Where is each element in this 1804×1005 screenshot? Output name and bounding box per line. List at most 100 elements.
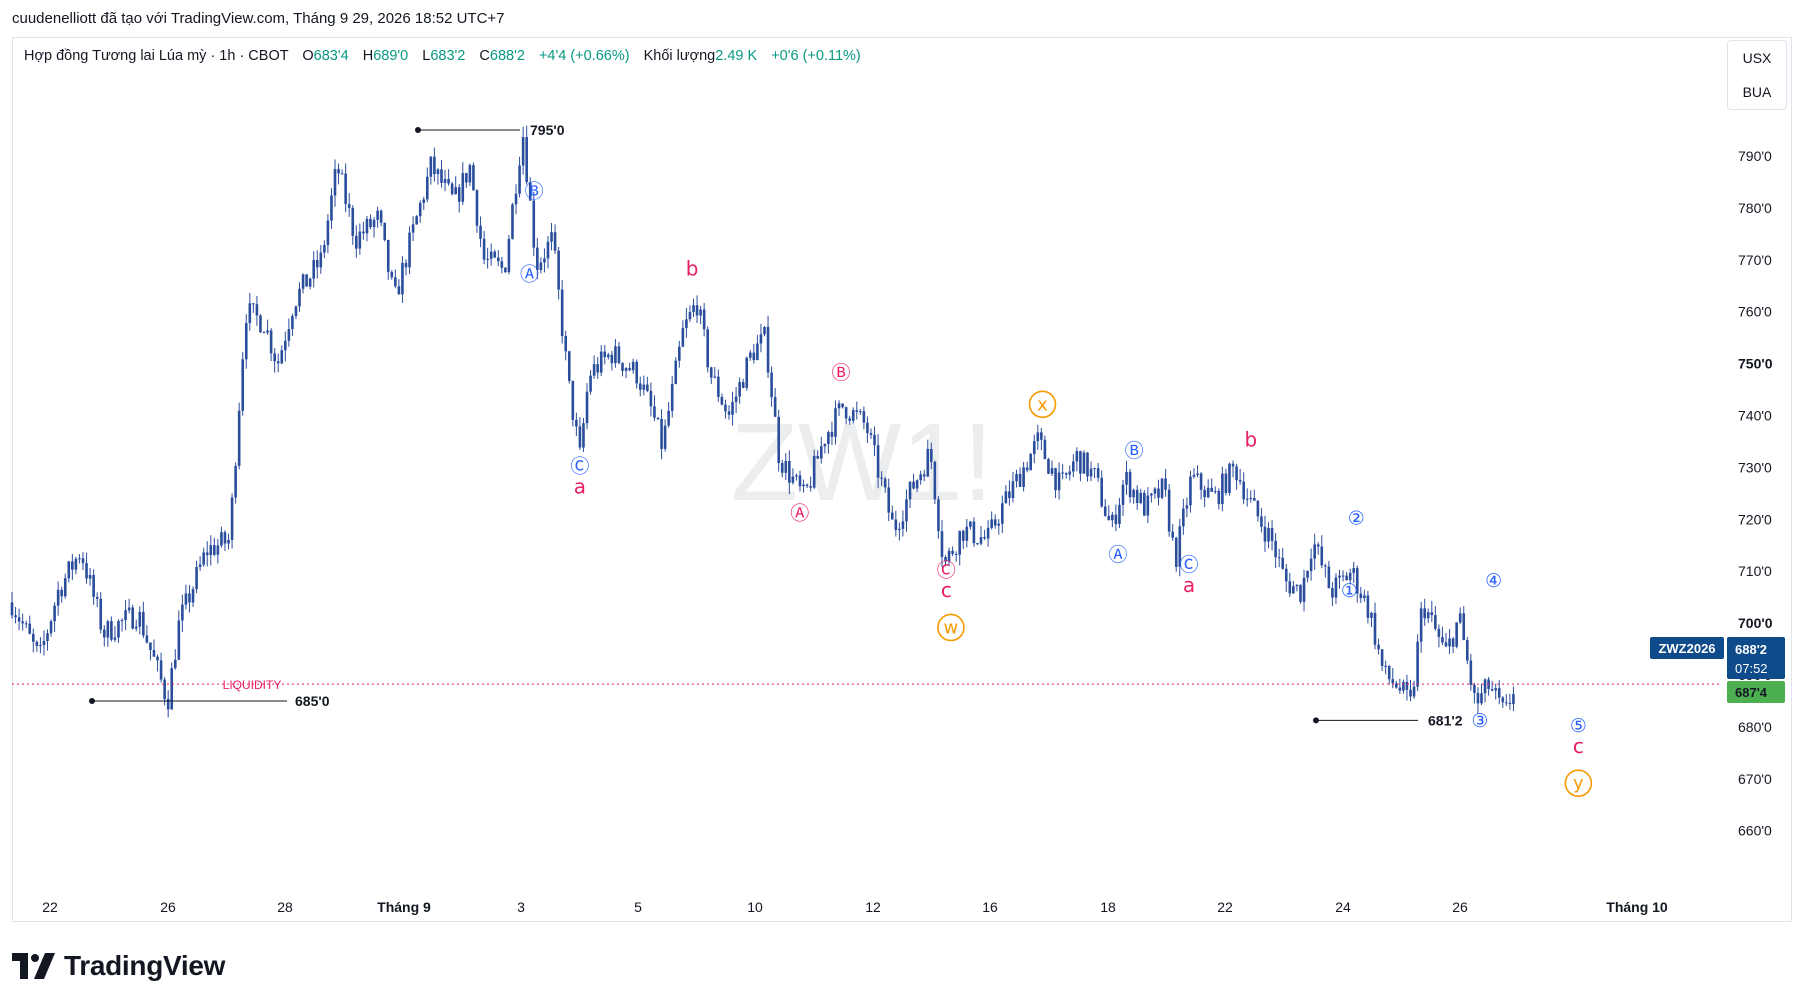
open-label: O (302, 48, 314, 64)
candle-body (67, 561, 71, 579)
chart-frame (12, 37, 1792, 922)
candle-body (1469, 660, 1473, 685)
candle-body (63, 578, 67, 597)
candle-body (603, 351, 607, 358)
y-tick-label: 770'0 (1738, 252, 1772, 268)
candle-body (134, 626, 138, 629)
candle-body (88, 575, 92, 579)
candle-body (1206, 487, 1210, 498)
candle-body (1132, 489, 1135, 498)
currency-unit-button[interactable]: USX (1742, 50, 1772, 66)
candle-body (386, 239, 390, 272)
candle-body (1299, 584, 1302, 602)
candle-body (1405, 681, 1409, 690)
candle-body (411, 224, 415, 233)
candle-body (394, 277, 397, 287)
snapshot-note: cuudenelliott đã tạo với TradingView.com… (12, 10, 505, 27)
candle-body (120, 619, 124, 622)
candle-body (546, 241, 550, 259)
wave-label: a (1183, 573, 1195, 597)
candle-body (1079, 451, 1082, 474)
wave-label: Ⓑ (831, 362, 850, 384)
candle-body (472, 165, 475, 191)
candle-body (802, 484, 805, 487)
candle-body (656, 417, 660, 420)
candle-body (745, 357, 749, 388)
candle-body (841, 403, 844, 408)
candle-body (493, 251, 497, 258)
candle-body (1430, 612, 1434, 616)
candle-body (972, 521, 976, 544)
candle-body (390, 271, 394, 278)
candle-body (890, 512, 894, 520)
candle-body (954, 553, 958, 555)
candle-body (706, 329, 710, 368)
candle-body (1483, 679, 1487, 694)
close-label: C (479, 48, 490, 64)
candle-body (35, 641, 39, 646)
candle-body (667, 410, 670, 426)
candle-body (440, 169, 443, 183)
y-tick-label: 720'0 (1738, 511, 1772, 527)
candle-body (947, 550, 951, 562)
candle-body (482, 238, 486, 260)
candle-body (156, 656, 159, 661)
candle-body (1426, 612, 1430, 619)
candle-body (259, 315, 262, 333)
candle-body (117, 621, 120, 638)
x-tick-label: 26 (160, 899, 176, 915)
change-value: +4'4 (+0.66%) (538, 48, 630, 64)
candle-body (599, 351, 603, 373)
tradingview-brand[interactable]: TradingView (12, 950, 225, 982)
candle-body (607, 354, 610, 358)
last-price-tag: 688'2 (1735, 642, 1767, 657)
candle-body (475, 190, 479, 226)
candle-body (1121, 484, 1125, 505)
candle-body (741, 382, 745, 388)
candle-body (10, 602, 14, 616)
candle-body (585, 391, 589, 424)
candle-body (1086, 452, 1089, 477)
candle-body (1107, 515, 1111, 521)
candle-body (1064, 473, 1068, 475)
level-anchor-dot (1313, 717, 1319, 724)
candle-body (1409, 689, 1412, 697)
candle-body (1096, 468, 1100, 478)
x-tick-label: 5 (634, 899, 642, 915)
candle-body (1249, 498, 1253, 500)
candle-body (582, 423, 585, 448)
candle-body (965, 526, 969, 541)
scale-selector[interactable]: USX BUA (1727, 40, 1787, 110)
candle-body (866, 422, 869, 434)
unit-mode-button[interactable]: BUA (1742, 84, 1772, 100)
x-tick-label: 10 (747, 899, 763, 915)
candle-body (1501, 697, 1505, 703)
candle-body (1441, 636, 1444, 643)
candle-body (127, 607, 131, 611)
candle-body (1324, 565, 1327, 567)
candle-body (692, 305, 695, 312)
candle-body (301, 274, 305, 289)
candle-body (635, 361, 639, 384)
wave-label: ② (1348, 507, 1365, 529)
candle-body (1135, 489, 1139, 504)
candle-body (1345, 575, 1348, 581)
candle-body (1281, 557, 1285, 569)
candle-body (159, 660, 163, 680)
y-tick-label: 750'0 (1738, 356, 1773, 372)
candle-body (276, 361, 280, 364)
candle-body (1313, 544, 1316, 559)
candle-body (894, 519, 898, 531)
candle-body (170, 668, 174, 710)
candle-body (429, 156, 433, 177)
candle-body (1331, 588, 1334, 598)
candle-body (294, 306, 298, 317)
candle-body (930, 449, 933, 462)
candle-body (944, 557, 947, 562)
candle-body (908, 481, 912, 500)
candle-body (1001, 503, 1004, 524)
wave-label-circle (1028, 390, 1057, 419)
candle-body (454, 187, 457, 195)
candle-body (287, 329, 291, 341)
